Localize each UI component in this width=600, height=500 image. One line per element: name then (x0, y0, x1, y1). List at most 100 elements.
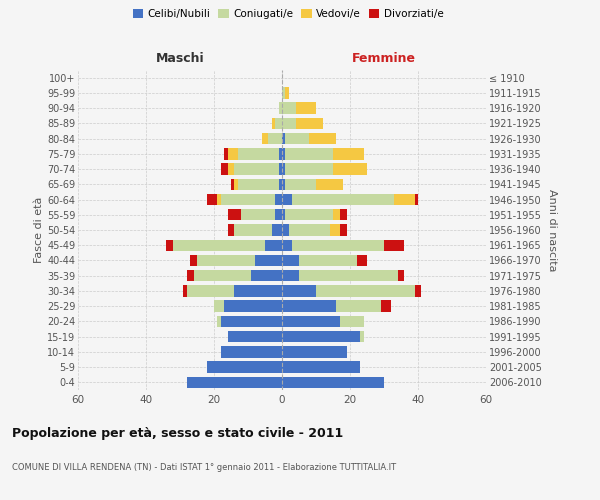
Bar (286, 133, 309, 144)
Bar (235, 285, 282, 296)
Text: Popolazione per età, sesso e stato civile - 2011: Popolazione per età, sesso e stato civil… (12, 428, 343, 440)
Bar (282, 164, 286, 175)
Bar (296, 102, 316, 114)
Bar (224, 148, 227, 160)
Bar (227, 224, 235, 235)
Bar (217, 194, 221, 205)
Bar (340, 316, 364, 327)
Bar (272, 224, 282, 235)
Bar (286, 178, 316, 190)
Bar (394, 194, 415, 205)
Bar (221, 164, 227, 175)
Bar (278, 102, 282, 114)
Bar (333, 148, 364, 160)
Bar (286, 209, 333, 220)
Bar (333, 164, 367, 175)
Bar (278, 178, 282, 190)
Bar (221, 346, 282, 358)
Bar (265, 240, 282, 251)
Bar (286, 164, 333, 175)
Bar (415, 285, 421, 296)
Bar (278, 164, 282, 175)
Bar (299, 255, 357, 266)
Bar (282, 209, 286, 220)
Bar (227, 331, 282, 342)
Bar (282, 376, 384, 388)
Bar (187, 285, 235, 296)
Legend: Celibi/Nubili, Coniugati/e, Vedovi/e, Divorziati/e: Celibi/Nubili, Coniugati/e, Vedovi/e, Di… (128, 5, 448, 24)
Bar (286, 87, 289, 99)
Bar (268, 133, 282, 144)
Bar (282, 118, 296, 129)
Bar (282, 270, 299, 281)
Bar (398, 270, 404, 281)
Bar (227, 209, 241, 220)
Bar (340, 209, 347, 220)
Text: COMUNE DI VILLA RENDENA (TN) - Dati ISTAT 1° gennaio 2011 - Elaborazione TUTTITA: COMUNE DI VILLA RENDENA (TN) - Dati ISTA… (12, 462, 396, 471)
Bar (282, 194, 292, 205)
Bar (272, 118, 275, 129)
Bar (340, 224, 347, 235)
Bar (282, 316, 340, 327)
Bar (214, 300, 224, 312)
Bar (275, 118, 282, 129)
Bar (187, 270, 194, 281)
Bar (299, 270, 398, 281)
Bar (384, 240, 404, 251)
Bar (241, 209, 275, 220)
Bar (187, 376, 282, 388)
Bar (282, 133, 286, 144)
Bar (415, 194, 418, 205)
Bar (282, 331, 360, 342)
Bar (292, 194, 394, 205)
Bar (360, 331, 364, 342)
Bar (316, 178, 343, 190)
Bar (251, 270, 282, 281)
Bar (282, 362, 360, 373)
Bar (235, 178, 238, 190)
Bar (278, 148, 282, 160)
Bar (221, 194, 275, 205)
Bar (380, 300, 391, 312)
Bar (282, 240, 292, 251)
Y-axis label: Fasce di età: Fasce di età (34, 197, 44, 263)
Bar (275, 194, 282, 205)
Bar (282, 148, 286, 160)
Bar (227, 148, 238, 160)
Bar (296, 118, 323, 129)
Bar (282, 178, 286, 190)
Bar (282, 102, 296, 114)
Bar (289, 224, 329, 235)
Bar (227, 164, 235, 175)
Bar (235, 164, 278, 175)
Bar (282, 346, 347, 358)
Bar (286, 148, 333, 160)
Bar (238, 148, 278, 160)
Bar (194, 270, 251, 281)
Bar (282, 300, 337, 312)
Bar (282, 224, 289, 235)
Bar (282, 285, 316, 296)
Bar (235, 224, 272, 235)
Bar (282, 87, 286, 99)
Bar (262, 133, 268, 144)
Bar (190, 255, 197, 266)
Bar (224, 300, 282, 312)
Bar (217, 316, 221, 327)
Bar (316, 285, 415, 296)
Bar (337, 300, 380, 312)
Bar (184, 285, 187, 296)
Text: Maschi: Maschi (155, 52, 205, 65)
Bar (238, 178, 278, 190)
Bar (309, 133, 337, 144)
Bar (329, 224, 340, 235)
Text: Femmine: Femmine (352, 52, 416, 65)
Bar (333, 209, 340, 220)
Y-axis label: Anni di nascita: Anni di nascita (547, 188, 557, 271)
Bar (275, 209, 282, 220)
Bar (282, 255, 299, 266)
Bar (207, 194, 217, 205)
Bar (357, 255, 367, 266)
Bar (221, 316, 282, 327)
Bar (231, 178, 235, 190)
